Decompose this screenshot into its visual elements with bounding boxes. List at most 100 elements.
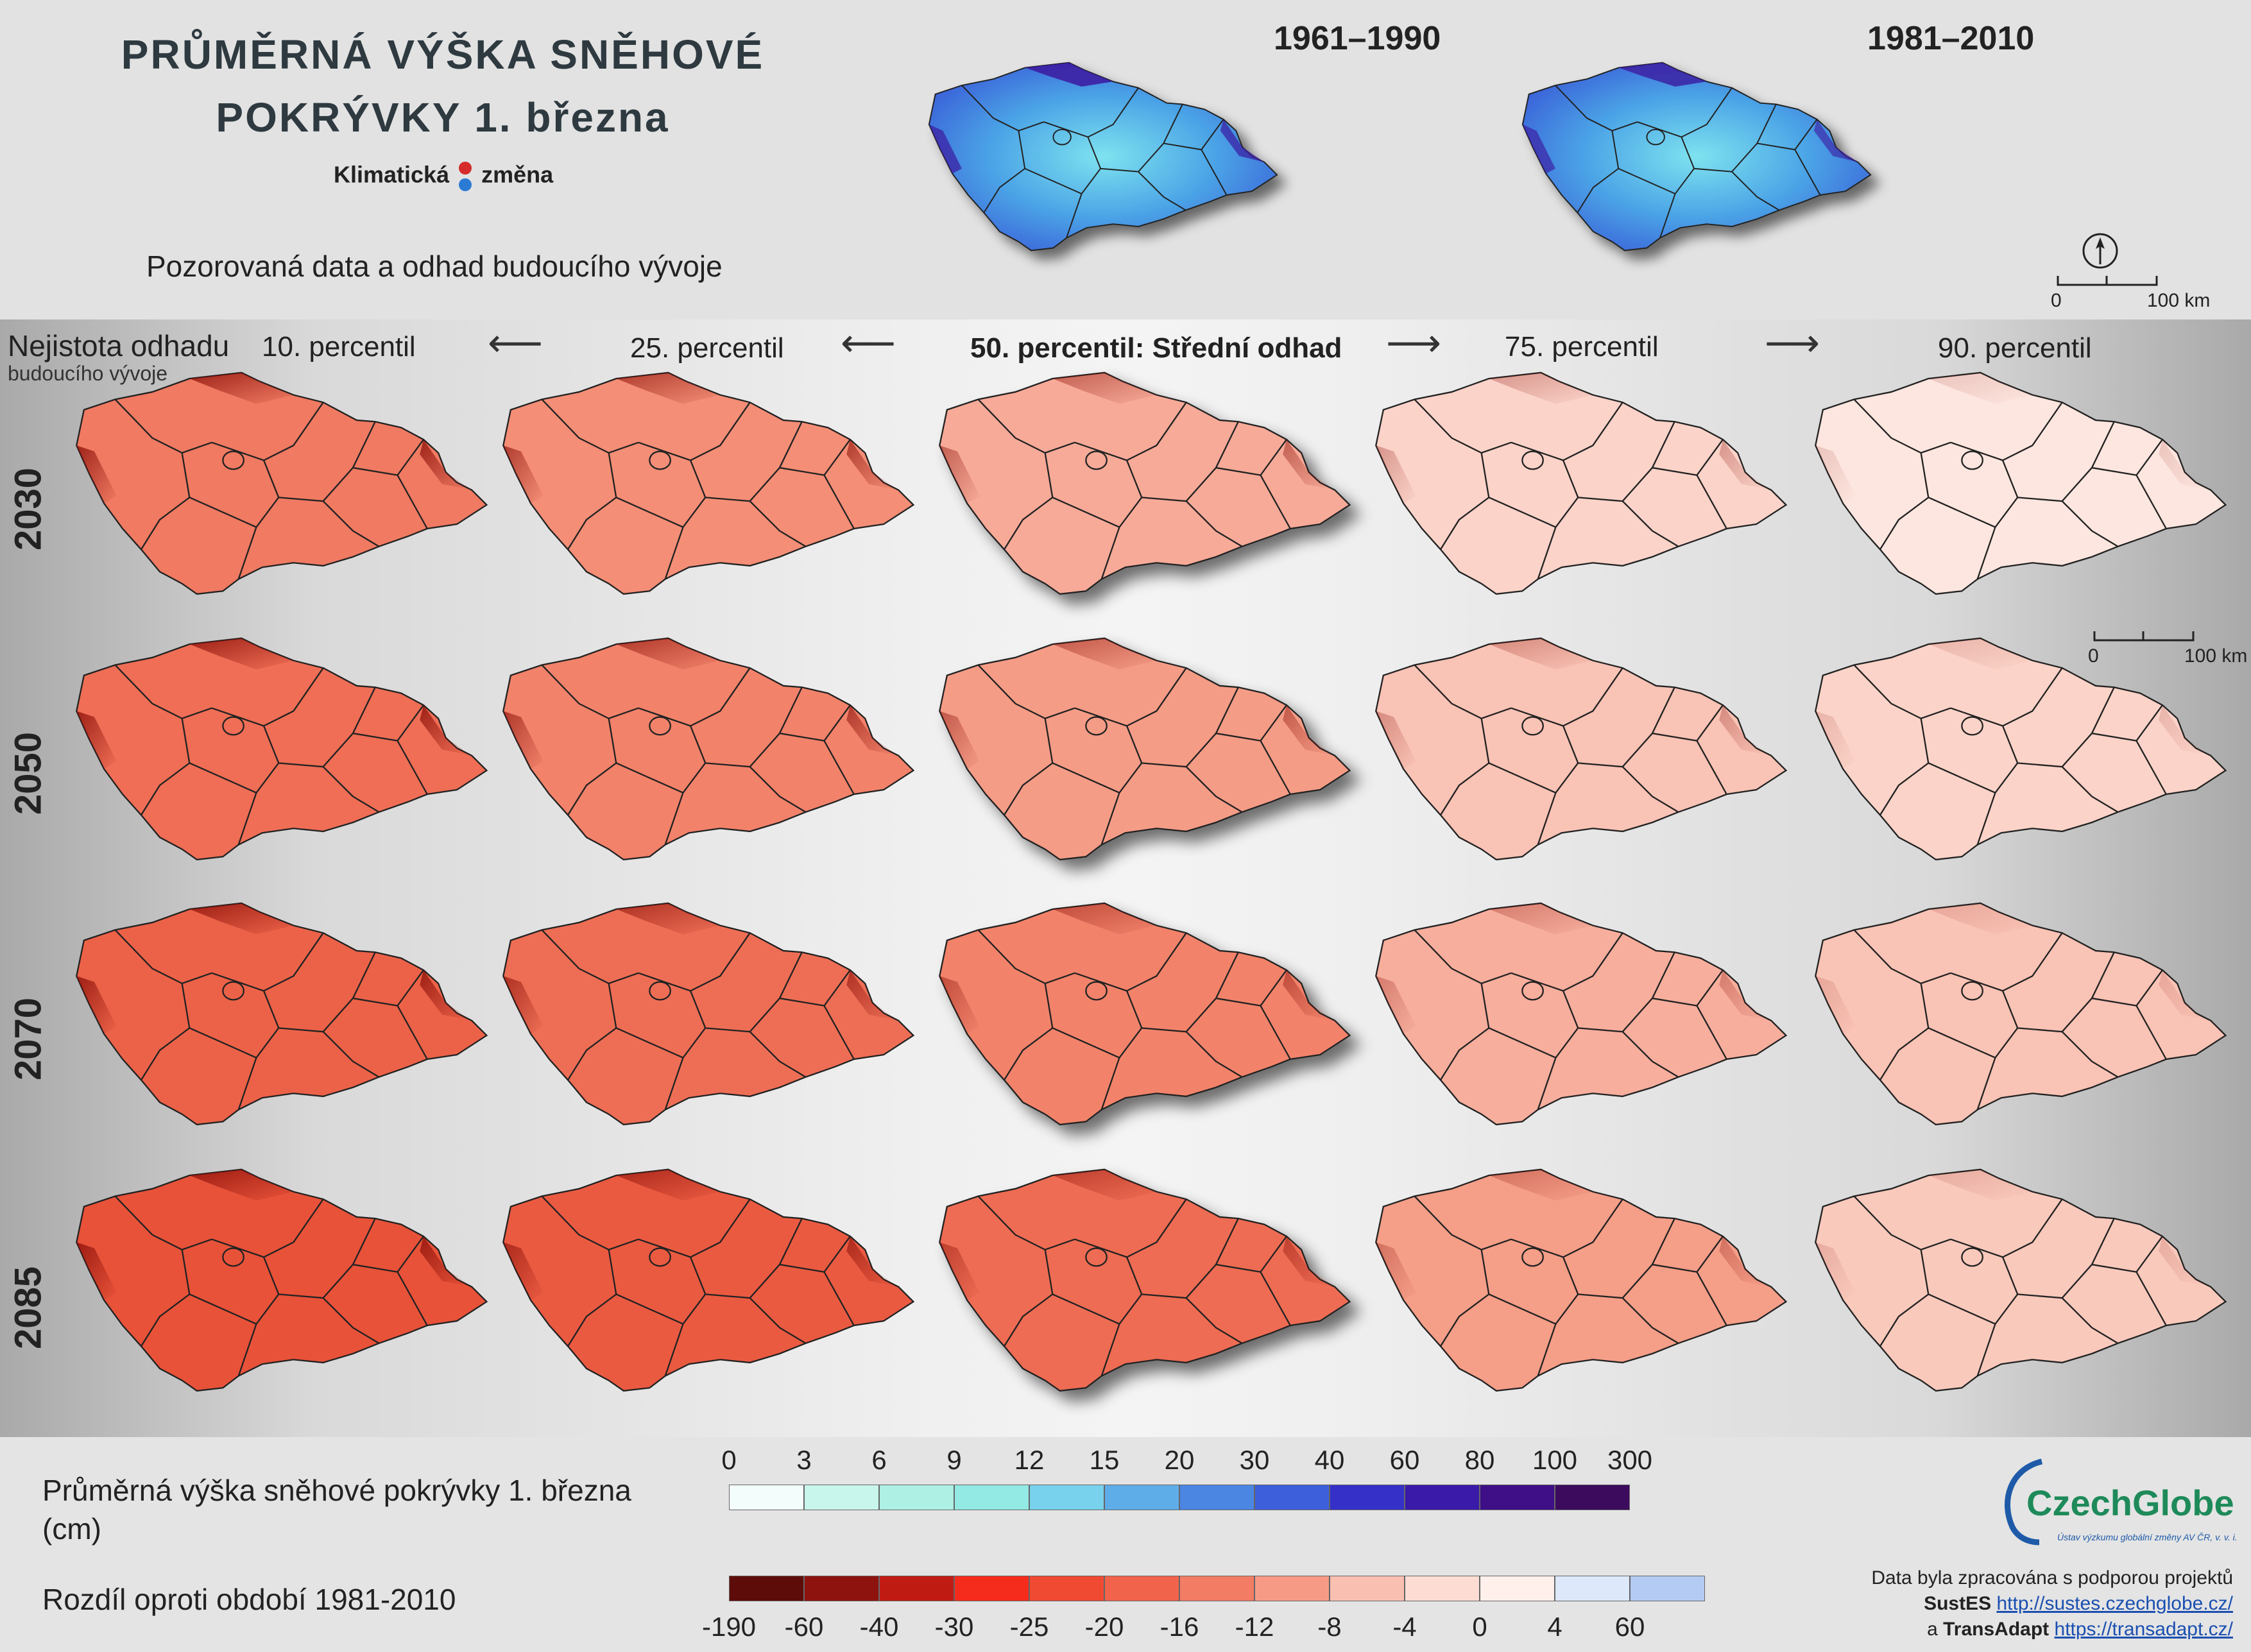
snow-legend-swatch (804, 1485, 879, 1510)
scenario-map-2050-col2 (502, 637, 914, 861)
north-arrow-icon (2082, 233, 2118, 269)
diff-legend-swatch (1104, 1576, 1179, 1601)
snow-legend-swatch (1254, 1485, 1330, 1510)
diff-legend-tick-label: -25 (1009, 1612, 1049, 1642)
thermometer-drop-icon (459, 162, 472, 191)
scale-start-grid: 0 (2088, 645, 2099, 667)
diff-legend-swatch (1330, 1576, 1405, 1601)
diff-legend-swatch (954, 1576, 1029, 1601)
snow-legend-tick-label: 6 (871, 1445, 887, 1475)
snow-legend-tick-label: 80 (1464, 1445, 1495, 1475)
czechglobe-name: CzechGlobe (2026, 1483, 2234, 1523)
scenario-map-2050-col1 (76, 637, 488, 861)
diff-legend-swatch (1254, 1576, 1330, 1601)
scale-bar-grid (2093, 631, 2195, 642)
scenario-map-2050-col5 (1815, 637, 2227, 861)
snow-legend-tick-label: 15 (1089, 1445, 1120, 1475)
snow-legend-tick-label: 12 (1014, 1445, 1045, 1475)
czechglobe-logo-icon (2005, 1458, 2043, 1546)
scenario-map-2070-col1 (76, 902, 488, 1126)
snow-legend-unit: (cm) (42, 1512, 101, 1546)
snow-legend-tick-label: 60 (1389, 1445, 1420, 1475)
credits-block: Data byla zpracována s podporou projektů… (1707, 1565, 2233, 1642)
scenario-map-2070-col2 (502, 902, 914, 1126)
uncertainty-sublabel: budoucího vývoje (8, 362, 168, 385)
snow-legend-tick-label: 20 (1164, 1445, 1195, 1475)
snow-legend-tick-label: 100 (1532, 1445, 1578, 1475)
scenario-map-2070-col5 (1815, 902, 2227, 1126)
uncertainty-label: Nejistota odhadu (8, 329, 230, 362)
credits-and: a (1927, 1619, 1938, 1640)
diff-legend-tick-label: -60 (784, 1612, 824, 1642)
diff-legend-tick-label: -8 (1317, 1612, 1342, 1642)
scale-end-grid: 100 km (2184, 645, 2248, 667)
diff-legend-tick-label: 0 (1472, 1612, 1487, 1642)
scenario-map-2030-col5 (1815, 371, 2227, 595)
diff-legend-tick-label: -30 (934, 1612, 974, 1642)
snow-legend-tick-label: 30 (1239, 1445, 1270, 1475)
snow-legend-label: Průměrná výška sněhové pokrývky 1. březn… (42, 1474, 631, 1507)
project-transadapt: TransAdapt (1943, 1619, 2050, 1640)
diff-legend-swatch (1029, 1576, 1104, 1601)
brand-logo: Klimatická změna (334, 159, 553, 194)
scenario-map-2070-col3 (939, 902, 1351, 1126)
row-header-2030: 2030 (7, 467, 49, 551)
snow-legend-tick-label: 300 (1607, 1445, 1653, 1475)
arrow-left-icon: ⟵ (841, 321, 896, 364)
row-header-2070: 2070 (7, 997, 49, 1081)
snow-legend-swatch (1330, 1485, 1405, 1510)
scale-bar-header (2057, 276, 2158, 286)
snow-legend-swatch (1029, 1485, 1104, 1510)
credits-line-2: SustES http://sustes.czechglobe.cz/ (1707, 1591, 2233, 1617)
diff-legend-tick-label: -40 (859, 1612, 899, 1642)
diff-legend-tick-label: -20 (1084, 1612, 1124, 1642)
scenario-map-2030-col4 (1375, 371, 1787, 595)
column-header-p90: 90. percentil (1938, 332, 2092, 364)
map-title-line-2: POKRÝVKY 1. března (216, 94, 670, 141)
diff-legend-swatch (1630, 1576, 1705, 1601)
scale-start-header: 0 (2051, 290, 2062, 311)
snow-legend-swatch (1555, 1485, 1630, 1510)
scenario-map-2050-col4 (1375, 637, 1787, 861)
transadapt-link[interactable]: https://transadapt.cz/ (2054, 1619, 2233, 1640)
column-header-p25: 25. percentil (630, 332, 784, 364)
diff-legend-tick-label: 60 (1614, 1612, 1645, 1642)
scenario-map-2085-col4 (1375, 1168, 1787, 1392)
scenario-map-2050-col3 (939, 637, 1351, 861)
scenario-map-2085-col1 (76, 1168, 488, 1392)
diff-legend-tick-label: 4 (1547, 1612, 1562, 1642)
scale-end-header: 100 km (2147, 290, 2211, 311)
column-header-p75: 75. percentil (1505, 331, 1659, 362)
snow-legend-tick-label: 9 (946, 1445, 962, 1475)
observed-map-1981-2010 (1521, 62, 1872, 251)
snow-legend-swatch (879, 1485, 954, 1510)
diff-legend-swatch (1480, 1576, 1555, 1601)
snow-legend-tick-label: 3 (796, 1445, 812, 1475)
diff-legend-tick-label: -16 (1160, 1612, 1199, 1642)
snow-legend-swatch (1104, 1485, 1179, 1510)
brand-right: změna (481, 161, 554, 188)
period-1961-1990: 1961–1990 (1274, 20, 1441, 57)
snow-legend-swatch (1179, 1485, 1254, 1510)
scenario-map-2030-col1 (76, 371, 488, 595)
snow-legend-swatch (1405, 1485, 1480, 1510)
map-title-line-1: PRŮMĚRNÁ VÝŠKA SNĚHOVÉ (121, 31, 765, 78)
scenario-map-2085-col3 (939, 1168, 1351, 1392)
sustes-link[interactable]: http://sustes.czechglobe.cz/ (1996, 1593, 2233, 1614)
subtitle: Pozorovaná data a odhad budoucího vývoje (146, 250, 723, 283)
brand-left: Klimatická (334, 161, 450, 188)
legend-area (0, 1437, 2251, 1652)
column-header-p10: 10. percentil (262, 331, 416, 362)
diff-legend-tick-label: -190 (701, 1612, 757, 1642)
czechglobe-tagline: Ústav výzkumu globální změny AV ČR, v. v… (2057, 1532, 2238, 1542)
scenario-map-2085-col2 (502, 1168, 914, 1392)
snow-legend-swatch (954, 1485, 1029, 1510)
credits-line-3: a TransAdapt https://transadapt.cz/ (1707, 1617, 2233, 1642)
scenario-map-2070-col4 (1375, 902, 1787, 1126)
row-header-2050: 2050 (7, 731, 49, 815)
diff-legend-tick-label: -4 (1392, 1612, 1417, 1642)
project-sustes: SustES (1924, 1593, 1992, 1614)
column-header-p50: 50. percentil: Střední odhad (970, 332, 1342, 364)
diff-legend-swatch (729, 1576, 804, 1601)
arrow-right-icon: ⟶ (1765, 321, 1820, 364)
